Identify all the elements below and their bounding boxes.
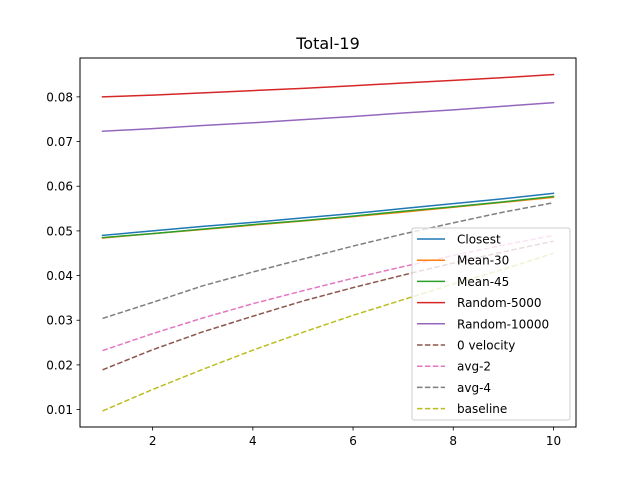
legend-avg-2-label: avg-2 — [457, 360, 491, 374]
series-line-mean-45 — [101, 195, 555, 239]
y-tick-label: 0.02 — [46, 358, 73, 372]
legend-mean-45-label: Mean-45 — [457, 275, 509, 289]
x-tick-label: 4 — [249, 434, 257, 448]
legend-box — [411, 227, 571, 421]
legend: Closest Mean-30 Mean-45 Random-5000 Random-1… — [411, 227, 571, 421]
series-line-random-10000 — [101, 101, 555, 133]
series-line-0-velocity — [102, 240, 554, 371]
legend-closest-label: Closest — [457, 233, 501, 247]
y-tick-label: 0.05 — [46, 224, 73, 238]
legend-random-10000-label: Random-10000 — [457, 317, 549, 331]
legend-0-velocity-label: 0 velocity — [457, 339, 515, 353]
y-tick-label: 0.03 — [46, 314, 73, 328]
legend-avg-4-label: avg-4 — [457, 381, 491, 395]
y-tick-label: 0.08 — [46, 90, 73, 104]
x-tick-label: 8 — [449, 434, 457, 448]
legend-baseline-label: baseline — [457, 402, 507, 416]
chart-title: Total-19 — [295, 34, 360, 53]
y-tick-label: 0.01 — [46, 403, 73, 417]
series-line-avg-4 — [102, 202, 554, 320]
y-tick-label: 0.06 — [46, 180, 73, 194]
y-tick-label: 0.07 — [46, 135, 73, 149]
series-line-random-5000 — [101, 73, 555, 98]
y-tick-label: 0.04 — [46, 269, 73, 283]
x-tick-label: 6 — [349, 434, 357, 448]
plot-frame — [79, 57, 577, 428]
legend-mean-30-label: Mean-30 — [457, 254, 509, 268]
x-axis: 2 4 6 8 10 — [149, 427, 561, 448]
series-line-closest — [101, 192, 555, 237]
legend-random-5000-label: Random-5000 — [457, 296, 542, 310]
x-tick-label: 10 — [546, 434, 561, 448]
y-axis: 0.01 0.02 0.03 0.04 0.05 0.06 0.07 0.08 — [46, 90, 80, 417]
plot-lines — [101, 73, 555, 412]
x-tick-label: 2 — [149, 434, 157, 448]
